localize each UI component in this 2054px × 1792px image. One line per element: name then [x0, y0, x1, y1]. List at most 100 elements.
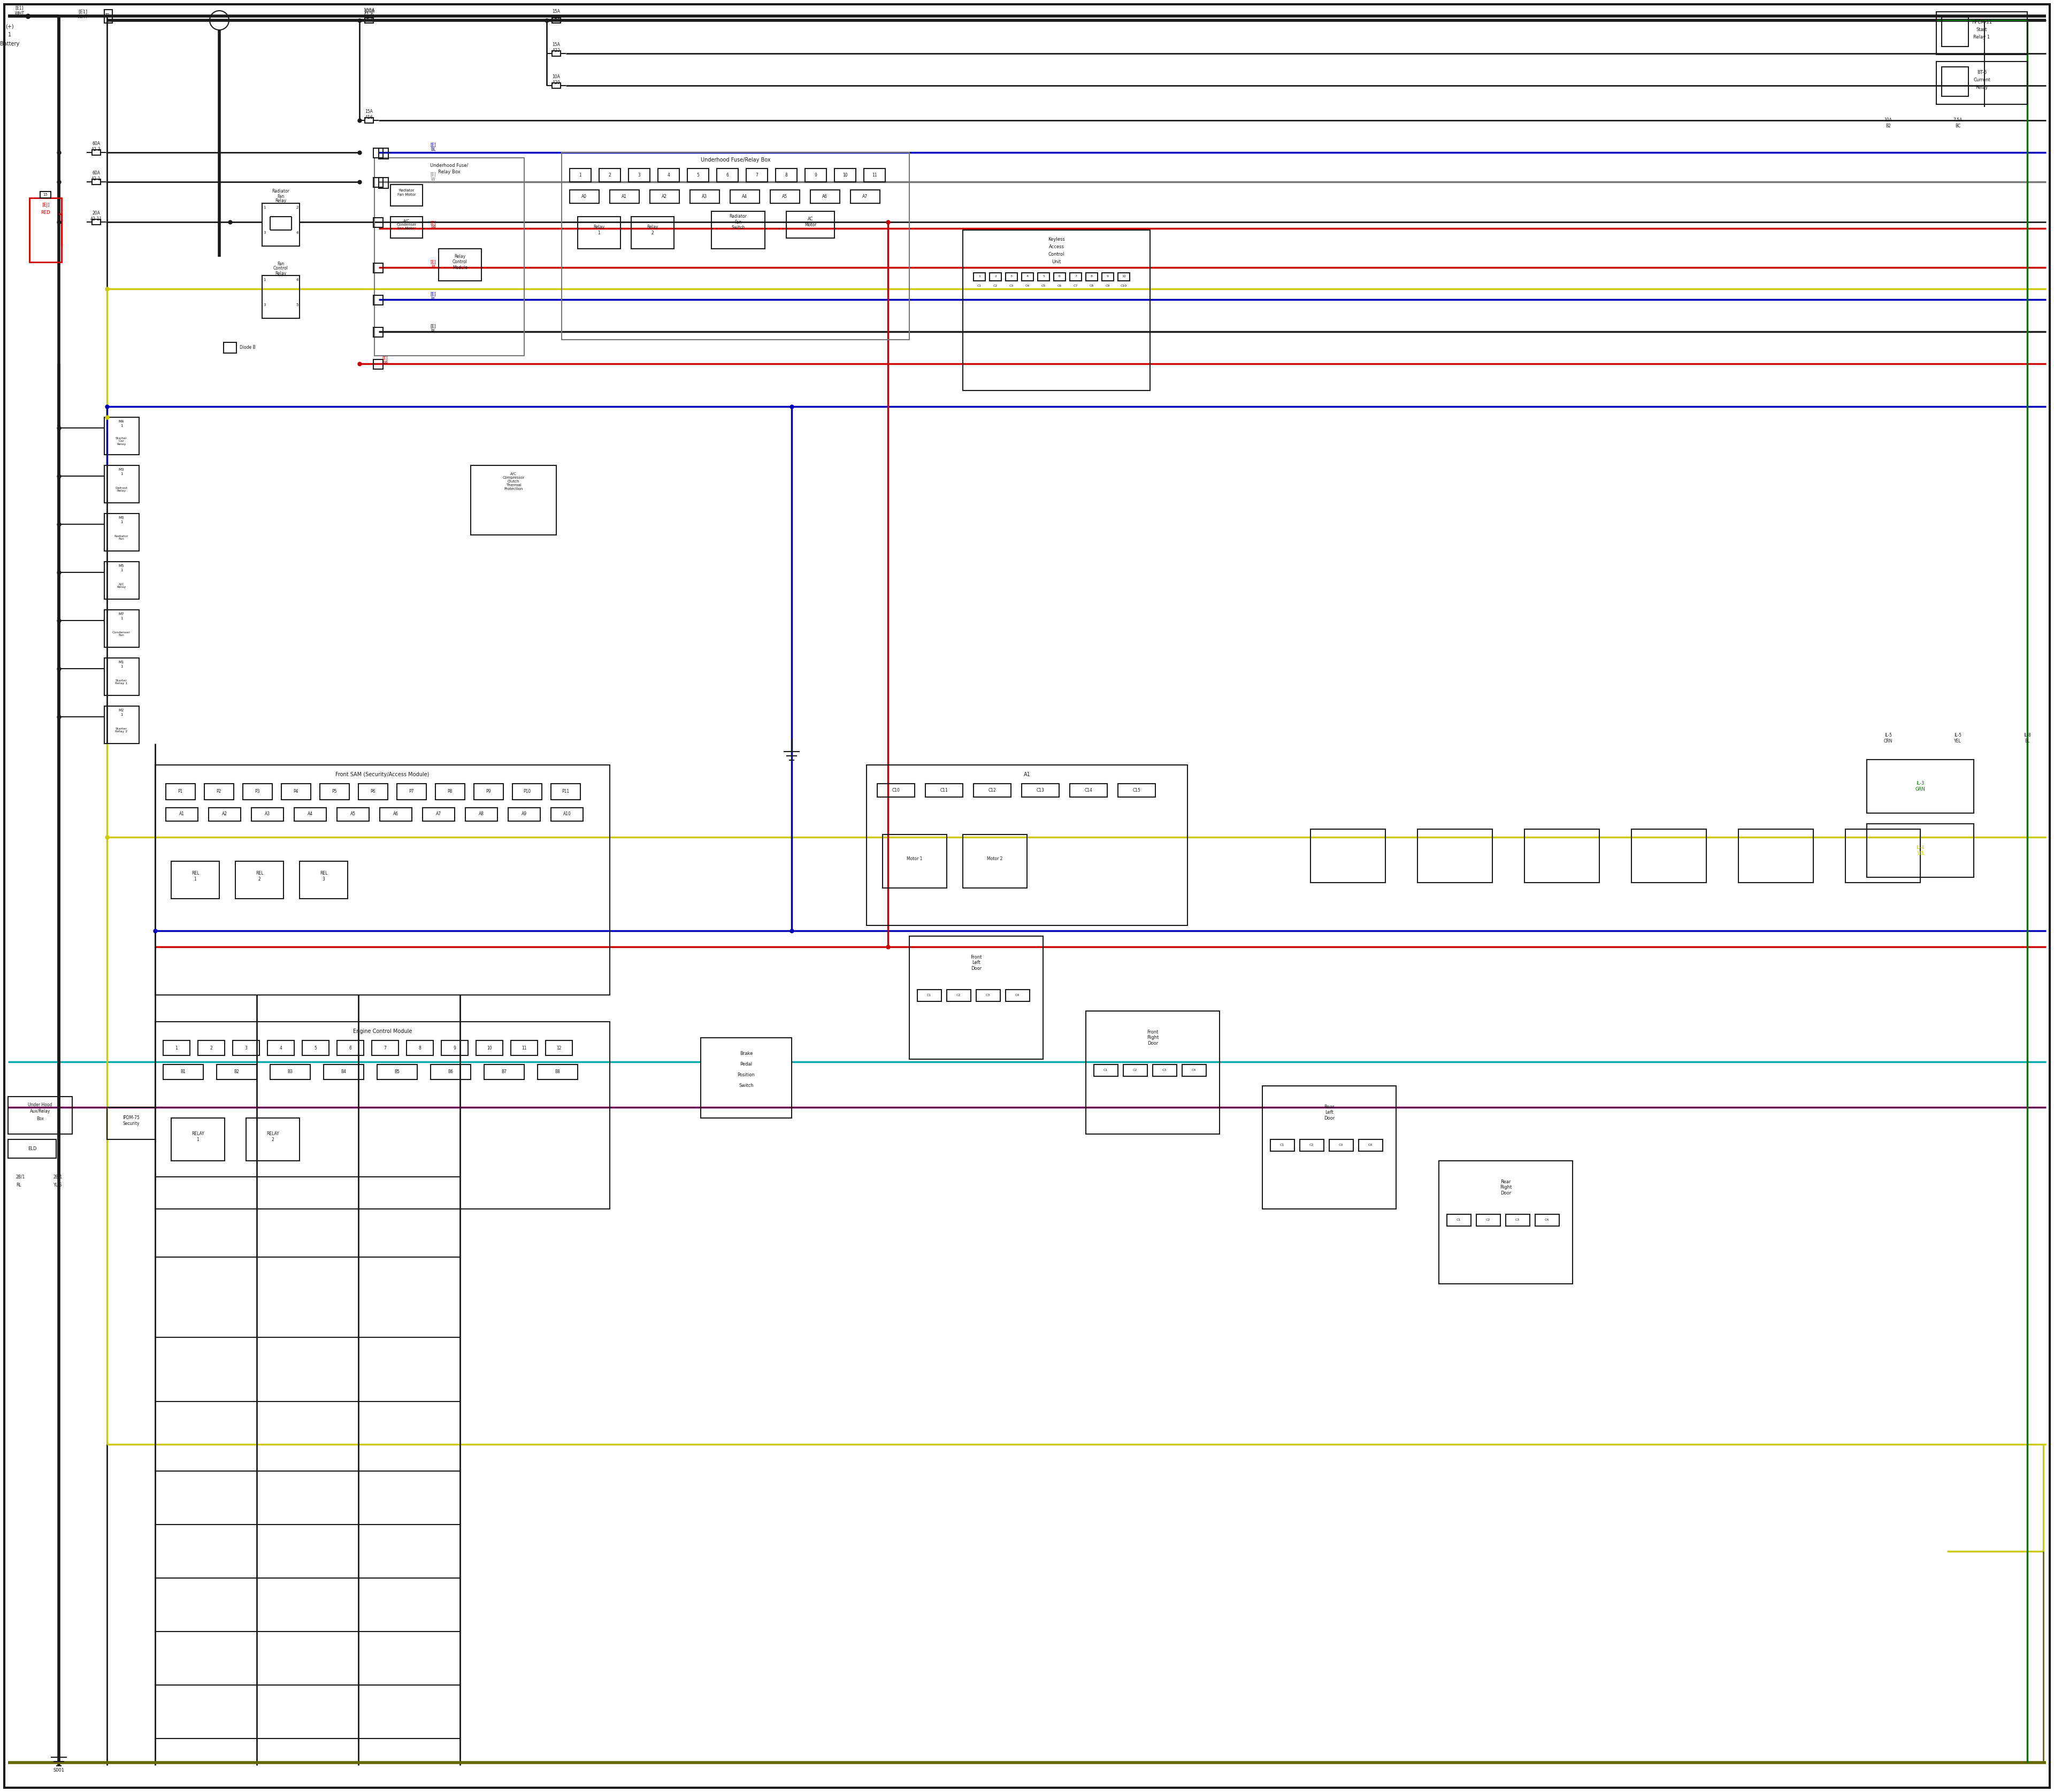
Text: 4: 4 [296, 231, 298, 235]
Bar [688, 168, 709, 181]
Text: 60A
A2-1: 60A A2-1 [92, 170, 101, 181]
Bar [374, 296, 382, 305]
Text: 15A
A21: 15A A21 [553, 9, 561, 20]
Text: Relay
1: Relay 1 [594, 224, 604, 235]
Text: 6: 6 [727, 172, 729, 177]
Bar [166, 783, 195, 799]
Text: B2: B2 [234, 1070, 238, 1075]
Text: C1: C1 [1103, 1070, 1107, 1072]
Bar [162, 1041, 189, 1055]
Bar [776, 168, 797, 181]
Bar [947, 989, 972, 1002]
Bar [700, 1038, 791, 1118]
Text: B7: B7 [501, 1070, 507, 1075]
Bar [1070, 272, 1082, 281]
Bar [246, 1118, 300, 1161]
Bar [711, 211, 764, 249]
Bar [1446, 1215, 1471, 1226]
Bar [294, 808, 327, 821]
Text: C5: C5 [1041, 285, 1045, 287]
Bar [1844, 830, 1920, 883]
Bar [8, 1097, 72, 1134]
Bar [374, 158, 524, 357]
Text: P8: P8 [448, 788, 452, 794]
Text: C2: C2 [957, 995, 961, 996]
Bar [210, 808, 240, 821]
Text: 3: 3 [1011, 276, 1013, 278]
Text: 15A
A16: 15A A16 [366, 109, 374, 120]
Text: 3: 3 [244, 1045, 246, 1050]
Bar [717, 168, 737, 181]
Bar [553, 82, 561, 88]
Bar [300, 862, 347, 898]
Text: C15: C15 [1132, 788, 1140, 792]
Bar [251, 808, 283, 821]
Text: Aux/Relay: Aux/Relay [31, 1109, 51, 1115]
Bar [1054, 272, 1066, 281]
Text: A2: A2 [661, 194, 668, 199]
Text: Underhood Fuse/: Underhood Fuse/ [429, 163, 468, 168]
Bar [729, 190, 760, 202]
Bar [107, 1107, 156, 1140]
Bar [963, 229, 1150, 391]
Text: ELD: ELD [27, 1147, 37, 1152]
Bar [1117, 783, 1154, 797]
Text: C9: C9 [1105, 285, 1109, 287]
Text: M6
1: M6 1 [119, 516, 123, 523]
Bar [974, 783, 1011, 797]
Bar [746, 168, 768, 181]
Bar [1124, 1064, 1148, 1077]
Bar [553, 50, 561, 56]
Bar [1269, 1140, 1294, 1150]
Bar [474, 783, 503, 799]
Bar [1021, 272, 1033, 281]
Text: 1: 1 [263, 278, 265, 281]
Text: IL-8
BL: IL-8 BL [2023, 733, 2031, 744]
Text: C1: C1 [1280, 1143, 1284, 1147]
Text: Rear
Left
Door: Rear Left Door [1323, 1104, 1335, 1120]
Bar [1070, 783, 1107, 797]
Text: A6: A6 [822, 194, 828, 199]
Text: B1: B1 [181, 1070, 185, 1075]
Bar [29, 197, 62, 262]
Text: 3: 3 [263, 303, 265, 306]
Bar [470, 466, 557, 536]
Text: Starter
Car
Relay: Starter Car Relay [115, 437, 127, 446]
Text: 7: 7 [756, 172, 758, 177]
Bar [378, 149, 388, 159]
Text: YL/S: YL/S [53, 1183, 62, 1188]
Bar [918, 989, 941, 1002]
Text: 11: 11 [522, 1045, 526, 1050]
Text: C14: C14 [1085, 788, 1093, 792]
Bar [834, 168, 857, 181]
Bar [1867, 760, 1974, 814]
Text: C3: C3 [986, 995, 990, 996]
Text: 10: 10 [842, 172, 848, 177]
Bar [1087, 272, 1097, 281]
Bar [242, 783, 273, 799]
Bar [440, 249, 481, 281]
Bar [1037, 272, 1050, 281]
Bar [1417, 830, 1493, 883]
Text: IL-3
GRN: IL-3 GRN [1914, 781, 1925, 792]
Bar [162, 1064, 203, 1079]
Bar [374, 263, 382, 272]
Text: C3: C3 [1009, 285, 1015, 287]
Bar [92, 219, 101, 224]
Text: C10: C10 [891, 788, 900, 792]
Bar [236, 862, 283, 898]
Text: M3
1: M3 1 [119, 468, 123, 475]
Text: 11: 11 [873, 172, 877, 177]
Bar [372, 1041, 398, 1055]
Text: Rear
Right
Door: Rear Right Door [1499, 1179, 1512, 1195]
Text: A2: A2 [222, 812, 228, 817]
Text: BR: BR [431, 226, 435, 231]
Text: [EJ]: [EJ] [41, 202, 49, 208]
Bar [1183, 1064, 1206, 1077]
Text: 1: 1 [978, 276, 980, 278]
Bar [538, 1064, 577, 1079]
Bar [1941, 66, 1968, 97]
Text: 9: 9 [1107, 276, 1109, 278]
Text: A10: A10 [563, 812, 571, 817]
Text: A7: A7 [435, 812, 442, 817]
